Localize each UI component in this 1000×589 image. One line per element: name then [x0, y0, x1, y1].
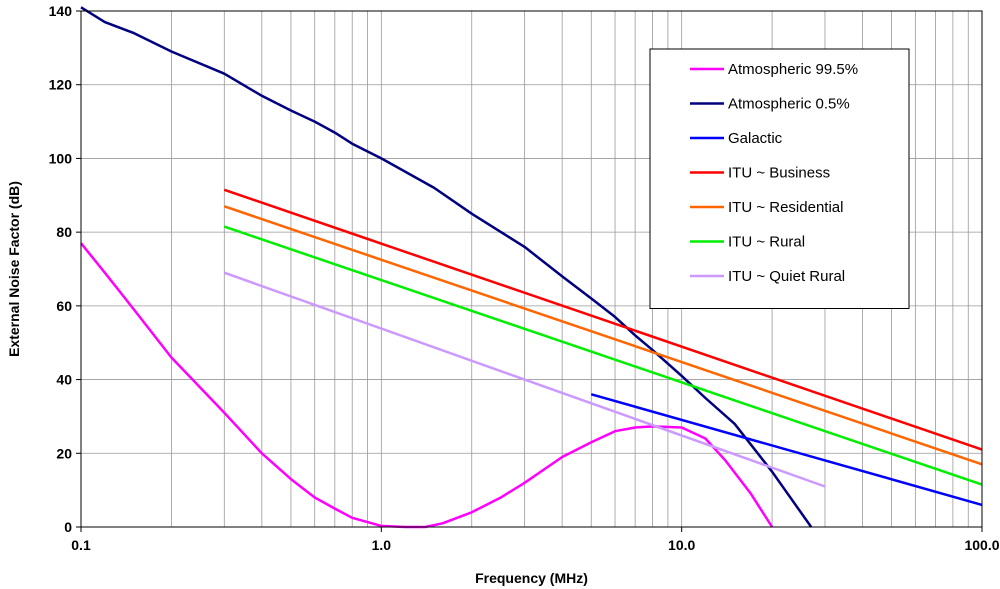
x-tick-label: 100.0 [964, 537, 999, 553]
legend-box [649, 48, 910, 309]
series-line [223, 271, 826, 488]
legend: Atmospheric 99.5% Atmospheric 0.5% Galacti… [649, 48, 910, 309]
plot-area-frame [80, 10, 983, 528]
legend-label: ITU ~ Business [728, 165, 830, 182]
y-tick-label: 0 [64, 519, 72, 535]
series-line [80, 242, 774, 529]
x-tick-label: 10.0 [668, 537, 695, 553]
y-tick-label: 80 [56, 224, 72, 240]
y-tick-label: 100 [49, 150, 73, 166]
legend-label: Atmospheric 0.5% [728, 96, 850, 113]
series-line [223, 205, 983, 466]
y-tick-label: 60 [56, 298, 72, 314]
series-line [223, 225, 983, 486]
y-axis-title: External Noise Factor (dB) [6, 181, 22, 357]
legend-label: ITU ~ Rural [728, 234, 805, 251]
y-tick-label: 40 [56, 372, 72, 388]
legend-label: Galactic [728, 130, 783, 147]
series-line [223, 188, 983, 451]
y-tick-label: 140 [49, 3, 73, 19]
x-tick-label: 1.0 [372, 537, 392, 553]
x-axis-title: Frequency (MHz) [475, 570, 588, 586]
series-line [80, 6, 813, 528]
legend-label: Atmospheric 99.5% [728, 61, 858, 78]
axis-ticks: 0 20 40 60 80 100 120 140 0.1 1.0 10.0 100.0 [49, 3, 1000, 553]
y-tick-label: 20 [56, 445, 72, 461]
legend-label: ITU ~ Quiet Rural [728, 268, 845, 285]
y-tick-label: 120 [49, 77, 73, 93]
series-line [590, 393, 983, 507]
x-tick-label: 0.1 [71, 537, 91, 553]
legend-label: ITU ~ Residential [728, 199, 843, 216]
series-lines [80, 6, 983, 529]
